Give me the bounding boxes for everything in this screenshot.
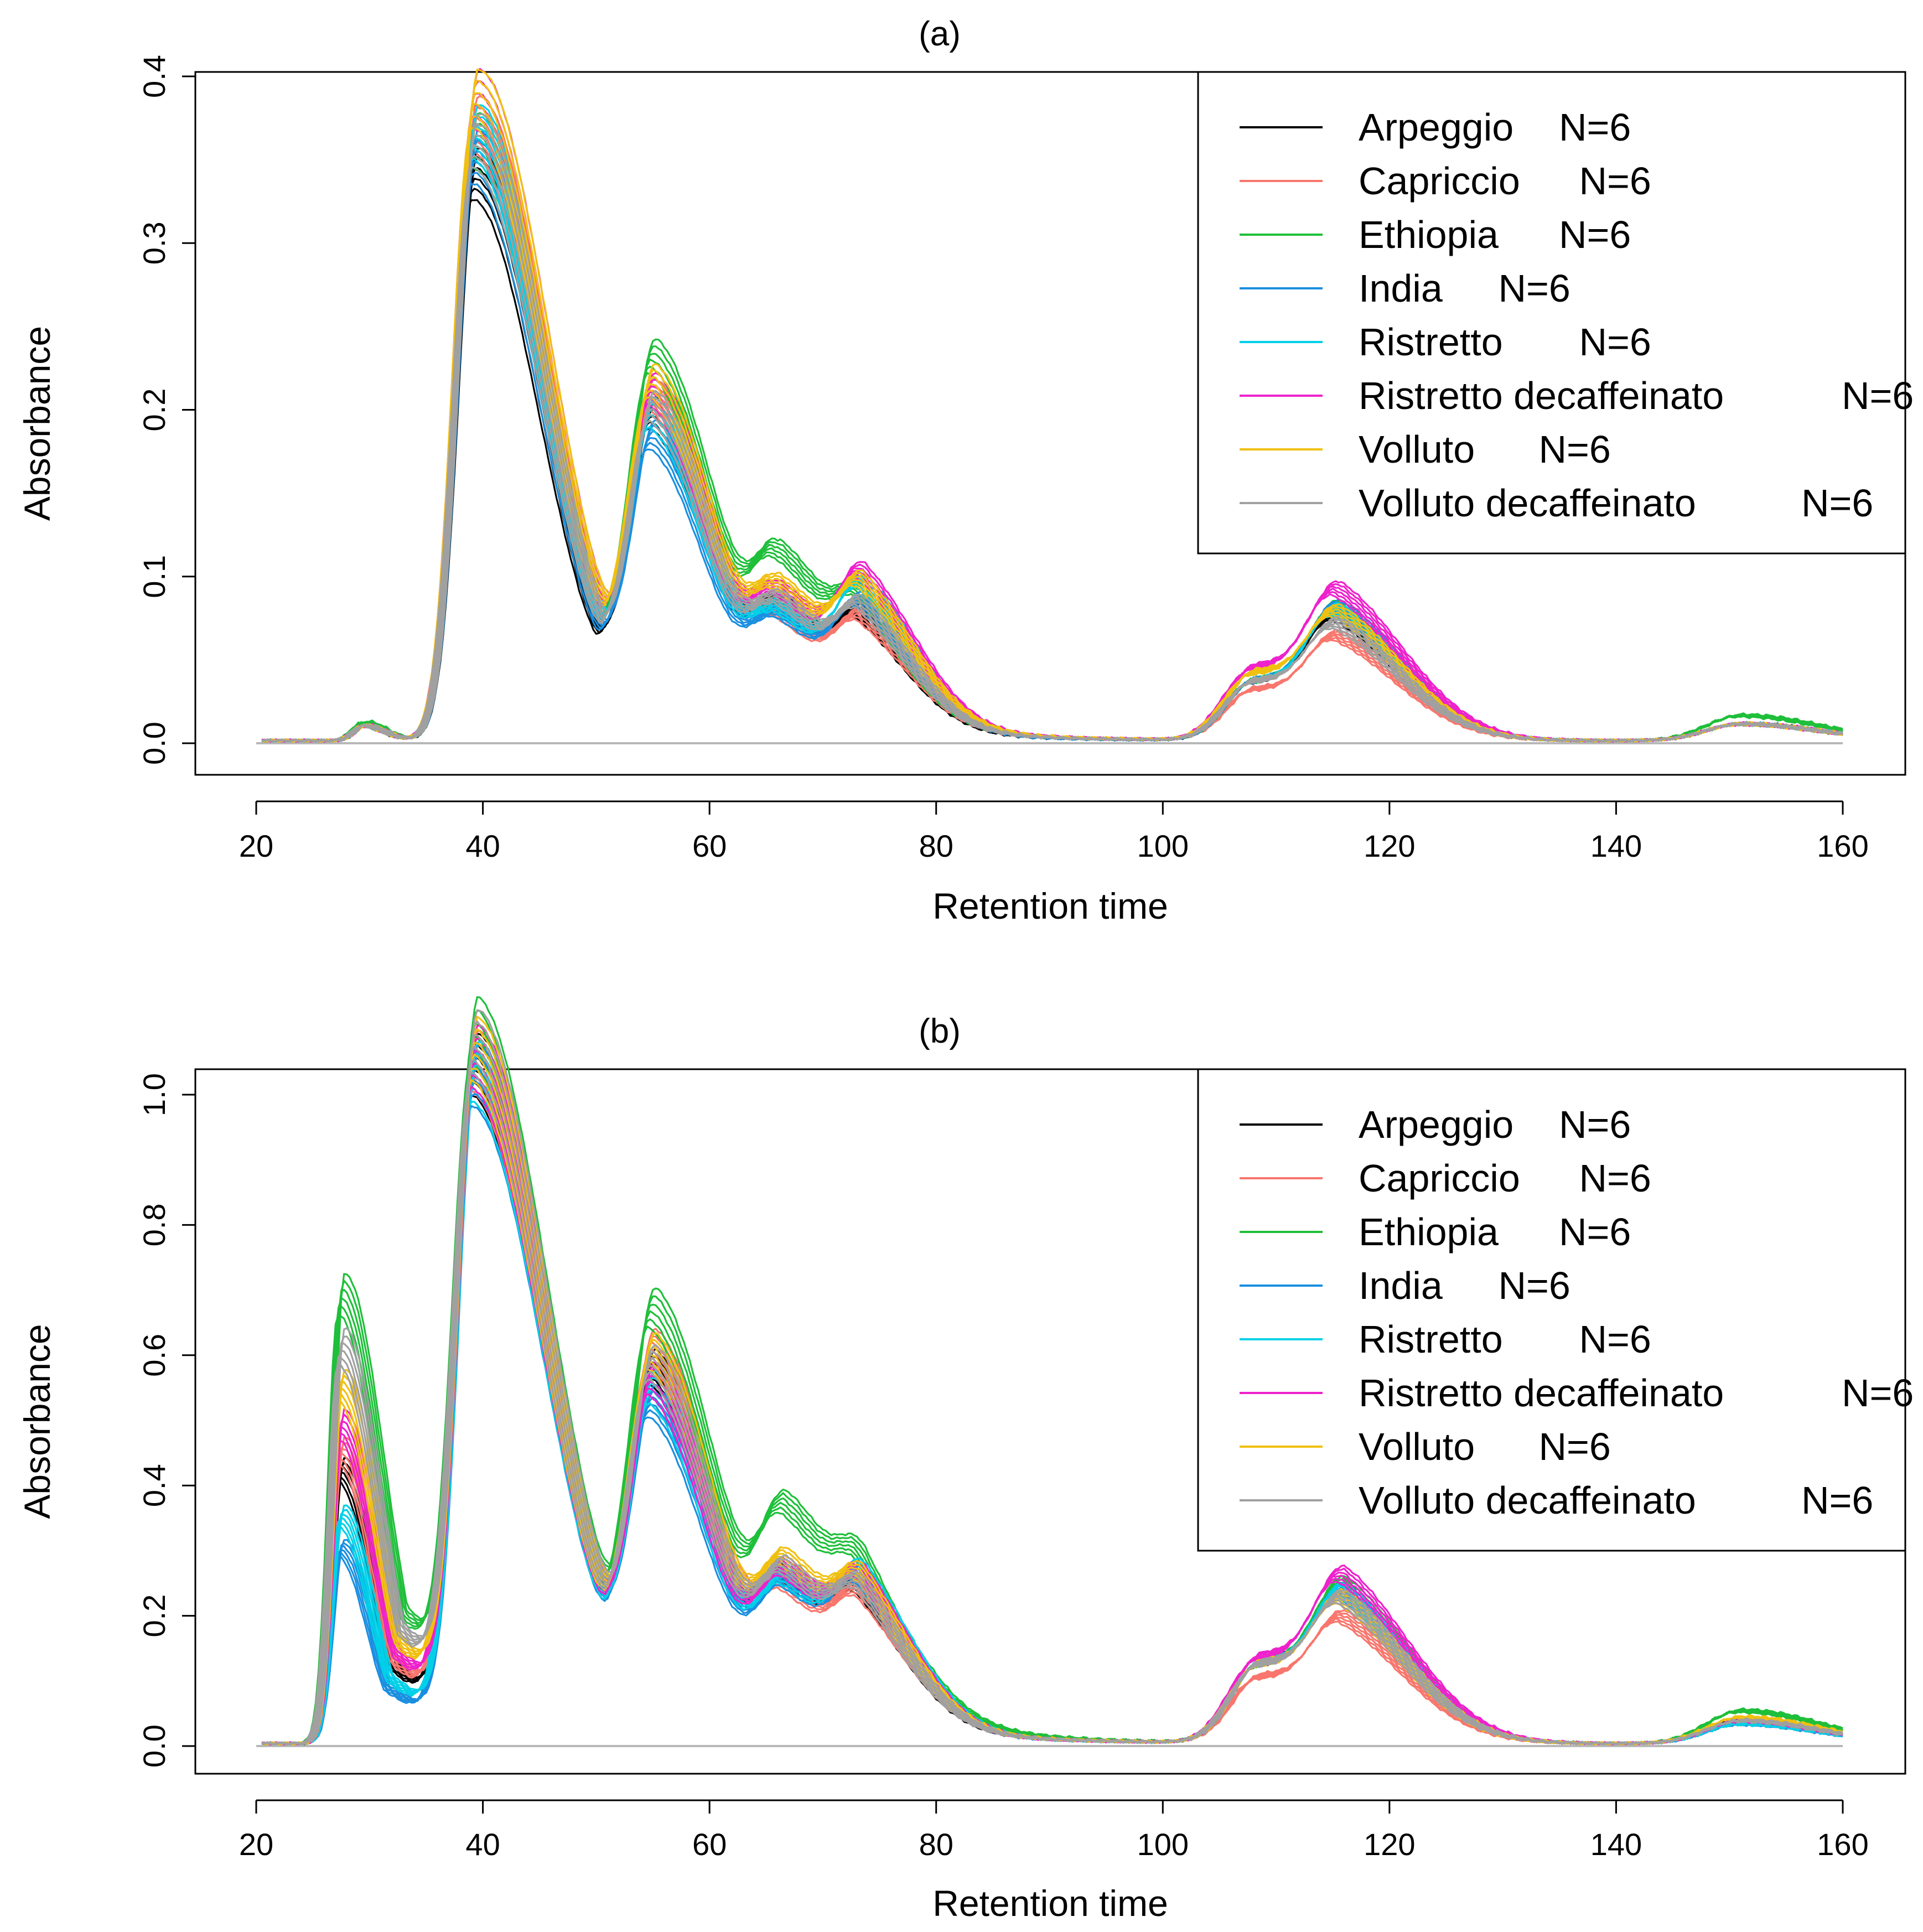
legend-n-label: N=6 (1559, 1210, 1631, 1254)
x-tick-label: 40 (465, 828, 500, 863)
y-tick-label: 0.4 (137, 1464, 172, 1507)
legend-item: Ethiopia N=6 (1240, 213, 1631, 256)
x-tick-label: 60 (692, 828, 727, 863)
x-tick-label: 20 (239, 1827, 273, 1862)
y-tick-label: 0.2 (137, 389, 172, 432)
x-tick-label: 80 (919, 828, 953, 863)
x-tick-label: 120 (1364, 1827, 1415, 1862)
legend-item: Ethiopia N=6 (1240, 1210, 1631, 1254)
legend-item: Arpeggio N=6 (1240, 1103, 1631, 1146)
legend-n-label: N=6 (1579, 1318, 1651, 1361)
legend-n-label: N=6 (1579, 1157, 1651, 1200)
chart-panel-b: (b) 20 40 60 80 100 120 140 160 Retention time 0.0… (17, 996, 1914, 1924)
legend-item: Ristretto decaffeinato N=6 (1240, 374, 1914, 417)
legend-n-label: N=6 (1842, 1371, 1914, 1415)
x-tick-label: 40 (465, 1827, 500, 1862)
x-tick-label: 100 (1137, 1827, 1189, 1862)
legend-n-label: N=6 (1499, 1264, 1570, 1307)
legend-n-label: N=6 (1579, 320, 1651, 364)
legend-box (1197, 1068, 1906, 1552)
y-tick-label: 0.1 (137, 555, 172, 598)
legend-label: Ristretto (1359, 1318, 1503, 1361)
legend-label: Ristretto decaffeinato (1359, 374, 1724, 417)
series-line (262, 113, 1843, 743)
legend-label: India (1359, 1264, 1443, 1307)
y-tick-label: 0.2 (137, 1594, 172, 1638)
legend-item: India N=6 (1240, 1264, 1570, 1307)
legend-n-label: N=6 (1559, 106, 1631, 149)
y-axis-label: Absorbance (17, 326, 58, 521)
legend-n-label: N=6 (1842, 374, 1914, 417)
x-tick-label: 100 (1137, 828, 1189, 863)
legend-item: India N=6 (1240, 267, 1570, 310)
y-tick-label: 0.6 (137, 1334, 172, 1377)
x-tick-label: 20 (239, 828, 273, 863)
chart-panel-a: (a) 20 40 60 80 100 120 140 160 Retention time 0.0… (17, 15, 1914, 926)
legend-label: Ethiopia (1359, 1210, 1499, 1254)
legend-item: Volluto decaffeinato N=6 (1240, 1479, 1873, 1522)
legend-box (1197, 71, 1906, 555)
x-tick-label: 120 (1364, 828, 1415, 863)
legend-n-label: N=6 (1559, 213, 1631, 256)
legend-item: Arpeggio N=6 (1240, 106, 1631, 149)
y-tick-label: 0.8 (137, 1203, 172, 1246)
y-tick-label: 1.0 (137, 1073, 172, 1116)
legend-item: Volluto N=6 (1240, 428, 1611, 471)
x-tick-label: 160 (1817, 1827, 1868, 1862)
legend-item: Ristretto N=6 (1240, 1318, 1651, 1361)
legend-label: Volluto (1359, 1425, 1475, 1468)
legend-label: Volluto decaffeinato (1359, 481, 1696, 525)
y-tick-label: 0.0 (137, 1724, 172, 1768)
legend-label: Volluto decaffeinato (1359, 1479, 1696, 1522)
legend-n-label: N=6 (1499, 267, 1570, 310)
legend-label: Ristretto (1359, 320, 1503, 364)
legend-label: Capriccio (1359, 1157, 1520, 1200)
legend-n-label: N=6 (1801, 1479, 1873, 1522)
y-tick-label: 0.0 (137, 722, 172, 765)
series-volluto-decaffeinato (261, 1009, 1843, 1746)
legend-n-label: N=6 (1579, 159, 1651, 203)
legend-item: Capriccio N=6 (1240, 159, 1651, 203)
legend-item: Ristretto decaffeinato N=6 (1240, 1371, 1914, 1415)
chart-title: (b) (919, 1012, 961, 1050)
chart-title: (a) (919, 15, 961, 53)
legend-n-label: N=6 (1559, 1103, 1631, 1146)
series-line (262, 1009, 1843, 1745)
legend-n-label: N=6 (1539, 1425, 1611, 1468)
legend-label: Ethiopia (1359, 213, 1499, 256)
legend-n-label: N=6 (1801, 481, 1873, 525)
y-axis: 0.0 0.1 0.2 0.3 0.4 (137, 55, 196, 765)
legend-label: Arpeggio (1359, 106, 1513, 149)
x-tick-label: 140 (1590, 1827, 1642, 1862)
x-axis: 20 40 60 80 100 120 140 160 (239, 800, 1869, 863)
legend-label: Ristretto decaffeinato (1359, 1371, 1724, 1415)
series-volluto-decaffeinato (261, 113, 1843, 743)
y-axis: 0.0 0.2 0.4 0.6 0.8 1.0 (137, 1073, 196, 1768)
y-tick-label: 0.4 (137, 55, 172, 98)
x-axis-label: Retention time (932, 885, 1168, 926)
y-axis-label: Absorbance (17, 1324, 58, 1519)
x-tick-label: 80 (919, 1827, 953, 1862)
legend-label: Arpeggio (1359, 1103, 1513, 1146)
legend-n-label: N=6 (1539, 428, 1611, 471)
x-tick-label: 60 (692, 1827, 727, 1862)
legend-label: Volluto (1359, 428, 1475, 471)
legend-label: India (1359, 267, 1443, 310)
legend-item: Capriccio N=6 (1240, 1157, 1651, 1200)
y-tick-label: 0.3 (137, 221, 172, 265)
legend-item: Volluto N=6 (1240, 1425, 1611, 1468)
x-tick-label: 140 (1590, 828, 1642, 863)
legend-item: Ristretto N=6 (1240, 320, 1651, 364)
legend-item: Volluto decaffeinato N=6 (1240, 481, 1873, 525)
x-axis: 20 40 60 80 100 120 140 160 (239, 1799, 1869, 1862)
legend-label: Capriccio (1359, 159, 1520, 203)
x-axis-label: Retention time (932, 1883, 1168, 1924)
x-tick-label: 160 (1817, 828, 1868, 863)
